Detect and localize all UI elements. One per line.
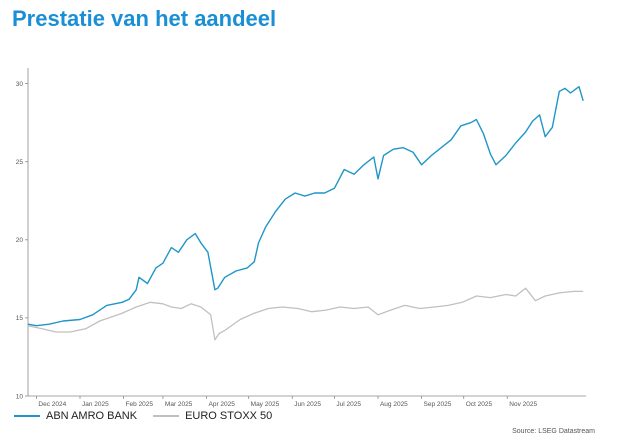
chart-series: [27, 86, 584, 341]
legend-swatch: [14, 415, 40, 417]
series-line-abn-amro: [27, 86, 584, 327]
x-tick-label: Apr 2025: [209, 401, 236, 408]
x-tick-label: Jan 2025: [82, 401, 109, 408]
y-tick-label: 25: [16, 159, 24, 166]
x-tick-label: Oct 2025: [466, 401, 493, 408]
chart-legend: ABN AMRO BANK EURO STOXX 50: [14, 410, 288, 422]
x-tick-label: Aug 2025: [380, 401, 408, 408]
legend-swatch: [153, 415, 180, 417]
legend-label: ABN AMRO BANK: [46, 410, 138, 422]
x-tick-label: Nov 2025: [509, 401, 537, 408]
x-tick-label: Sep 2025: [424, 401, 452, 408]
y-tick-label: 30: [16, 81, 24, 88]
source-note: Source: LSEG Datastream: [512, 428, 595, 435]
x-tick-label: Feb 2025: [126, 401, 154, 408]
series-line-euro-stoxx: [27, 287, 584, 341]
y-tick-label: 20: [16, 237, 24, 244]
x-tick-label: Mar 2025: [165, 401, 193, 408]
x-tick-label: May 2025: [251, 401, 280, 408]
legend-item-abn-amro: ABN AMRO BANK: [14, 410, 137, 422]
x-tick-label: Dec 2024: [38, 401, 66, 408]
legend-label: EURO STOXX 50: [185, 410, 273, 422]
x-tick-label: Jul 2025: [336, 401, 361, 408]
y-tick-label: 10: [16, 393, 24, 400]
legend-item-euro-stoxx: EURO STOXX 50: [153, 410, 272, 422]
page-title: Prestatie van het aandeel: [12, 6, 277, 31]
x-tick-label: Jun 2025: [294, 401, 321, 408]
chart-axes: 10 15 20 25 30 Dec 2024 Jan 2025 Feb 2025 Mar 20…: [16, 68, 586, 408]
y-tick-label: 15: [16, 315, 24, 322]
